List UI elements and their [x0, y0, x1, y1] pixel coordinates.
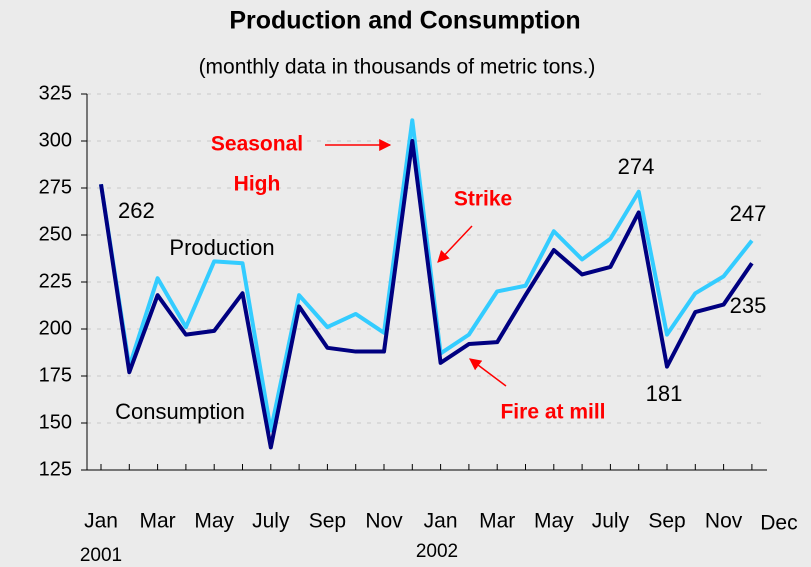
x-tick-label: July — [592, 510, 630, 533]
x-tick-label: Sep — [648, 510, 685, 533]
y-tick-label: 225 — [39, 270, 72, 292]
callout-label: Strike — [454, 188, 512, 211]
y-tick-label: 125 — [39, 458, 72, 480]
arrow — [437, 225, 473, 263]
x-tick-label: Nov — [705, 510, 743, 533]
y-tick-label: 200 — [39, 317, 72, 339]
series-line — [99, 139, 754, 450]
y-tick-label: 175 — [39, 364, 72, 386]
legend-label: Consumption — [115, 399, 245, 424]
arrow — [469, 358, 507, 387]
x-tick-label: Mar — [479, 510, 515, 533]
y-tick-label: 250 — [39, 223, 72, 245]
callout-label: High — [234, 173, 281, 196]
annotation: 181 — [646, 381, 683, 406]
y-tick-label: 150 — [39, 411, 72, 433]
y-tick-label: 275 — [39, 176, 72, 198]
annotation: 262 — [118, 198, 155, 223]
x-tick-label: May — [534, 510, 574, 533]
year-label: 2002 — [416, 541, 458, 562]
y-tick-label: 325 — [39, 82, 72, 104]
annotation: 235 — [730, 293, 767, 318]
chart-subtitle: (monthly data in thousands of metric ton… — [199, 56, 596, 79]
annotation: 247 — [730, 201, 767, 226]
callout-label: Seasonal — [211, 133, 303, 156]
year-label: 2001 — [80, 545, 122, 566]
y-tick-label: 300 — [39, 129, 72, 151]
annotation: 274 — [618, 154, 655, 179]
x-tick-label: Sep — [309, 510, 346, 533]
legend-label: Production — [169, 235, 274, 260]
callout-label: Fire at mill — [500, 401, 605, 424]
x-tick-label: Jan — [424, 510, 458, 533]
x-tick-label: May — [194, 510, 234, 533]
x-tick-label: Nov — [365, 510, 403, 533]
x-tick-label: July — [252, 510, 290, 533]
x-tick-label: Dec — [760, 512, 797, 535]
x-tick-label: Mar — [140, 510, 176, 533]
chart-title: Production and Consumption — [229, 7, 580, 35]
x-tick-label: Jan — [84, 510, 118, 533]
